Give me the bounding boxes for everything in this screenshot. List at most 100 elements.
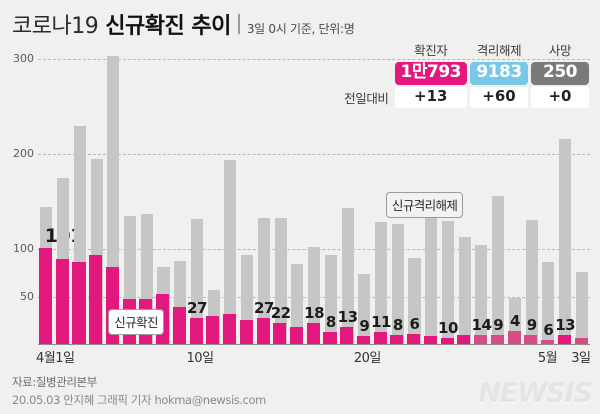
legend-chip-new-confirmed: 신규확진 [108, 309, 164, 335]
bar-confirmed [541, 340, 555, 344]
bar-value-label: 13 [555, 316, 576, 335]
bar-group: 9 [356, 40, 373, 344]
x-tick-label: 4월1일 [36, 351, 75, 366]
bar-confirmed [306, 323, 320, 344]
bar-group [239, 40, 256, 344]
bar-group: 8 [322, 40, 339, 344]
bar-group [289, 40, 306, 344]
bar-confirmed [457, 334, 471, 344]
bar-released [542, 262, 555, 344]
bar-group [456, 40, 473, 344]
bar-confirmed [223, 313, 237, 344]
bar-confirmed [239, 320, 253, 344]
bar-confirmed [557, 335, 571, 344]
header-subtitle: 3일 0시 기준, 단위:명 [246, 22, 355, 36]
bar-confirmed [206, 315, 220, 344]
bar-group [155, 40, 172, 344]
bar-value-label: 9 [493, 315, 504, 334]
bar-group: 9 [523, 40, 540, 344]
bar-group [88, 40, 105, 344]
bar-released [358, 273, 371, 344]
stat-delta-released: +60 [470, 86, 528, 108]
bar-confirmed [423, 336, 437, 344]
bar-confirmed [356, 336, 370, 344]
bar-group: 8 [389, 40, 406, 344]
bar-group: 13 [338, 40, 358, 344]
bar-confirmed [89, 254, 103, 344]
bar-group: 11 [371, 40, 391, 344]
legend-chip-new-released: 신규격리해제 [385, 192, 464, 218]
bar-released [375, 222, 388, 344]
stat-delta-deaths: +0 [531, 86, 589, 108]
bar-confirmed [574, 338, 588, 344]
bar-group [55, 40, 72, 344]
bar-confirmed [256, 318, 270, 344]
delta-row-label: 전일대비 [344, 90, 389, 106]
bar-confirmed [72, 262, 86, 344]
x-tick-label: 5월 [537, 351, 558, 366]
bar-group [222, 40, 239, 344]
bar-group: 27 [254, 40, 274, 344]
bar-group [423, 40, 440, 344]
bar-released [224, 159, 237, 344]
bar-released [408, 257, 421, 344]
summary-stats-table: 확진자 격리해제 사망 1만793 9183 250 전일대비 +13 +60 … [341, 38, 592, 110]
x-tick-label: 20일 [353, 351, 382, 366]
bar-value-label: 6 [409, 314, 420, 333]
summary-stats-panel: 확진자 격리해제 사망 1만793 9183 250 전일대비 +13 +60 … [341, 38, 592, 110]
bar-confirmed [340, 326, 354, 344]
bar-confirmed [490, 334, 504, 344]
y-tick-label-50: 50 [20, 289, 34, 303]
bar-value-label: 8 [392, 316, 403, 335]
stat-delta-confirmed: +13 [394, 86, 467, 108]
bar-released [559, 138, 572, 344]
newsis-watermark: NEWSIS [478, 378, 593, 409]
bar-group: 101 [38, 40, 83, 344]
bar-confirmed [323, 331, 337, 344]
bar-confirmed [524, 335, 538, 344]
bar-group [122, 40, 139, 344]
bar-group [71, 40, 88, 344]
bar-released [324, 254, 337, 344]
bar-released [308, 247, 321, 344]
bar-group [574, 40, 591, 344]
bar-value-label: 6 [543, 321, 554, 340]
page-title-bold: 신규확진 추이 [105, 14, 231, 39]
bar-released [525, 219, 538, 344]
gridline-200: 200 [13, 147, 590, 160]
bar-value-label: 11 [371, 312, 391, 331]
bar-group [205, 40, 222, 344]
bar-group: 22 [270, 40, 291, 344]
bar-group: 27 [187, 40, 207, 344]
bar-group: 10 [438, 40, 458, 344]
chart-x-tick-labels: 4월1일 10일 20일 5월 3일 [36, 347, 591, 367]
bar-released [492, 195, 505, 344]
bar-group: 14 [472, 40, 492, 344]
bar-group: 4 [507, 40, 524, 344]
bar-group: 9 [490, 40, 507, 344]
stat-value-released: 9183 [470, 62, 528, 85]
bar-released [257, 217, 270, 344]
bar-confirmed [474, 334, 488, 344]
gridline-300: 300 [13, 52, 590, 65]
bar-confirmed [39, 248, 53, 344]
bar-confirmed [172, 306, 186, 344]
y-tick-label-200: 200 [13, 147, 34, 161]
bar-confirmed [390, 335, 404, 344]
bar-value-label: 22 [270, 304, 291, 323]
bar-confirmed [290, 326, 304, 344]
bar-confirmed [273, 323, 287, 344]
credit-note: 20.05.03 안지혜 그래픽 기자 hokma@newsis.com [12, 393, 266, 407]
bar-group: 18 [304, 40, 325, 344]
bar-released [190, 218, 203, 344]
stats-value-row: 1만793 9183 250 [344, 62, 589, 85]
bar-confirmed [55, 259, 69, 344]
bar-value-label: 18 [304, 304, 325, 323]
bar-group: 6 [406, 40, 423, 344]
stat-value-deaths: 250 [531, 62, 589, 85]
x-tick-label: 3일 [571, 351, 591, 366]
bar-released [441, 220, 454, 344]
y-tick-label-300: 300 [13, 52, 34, 66]
